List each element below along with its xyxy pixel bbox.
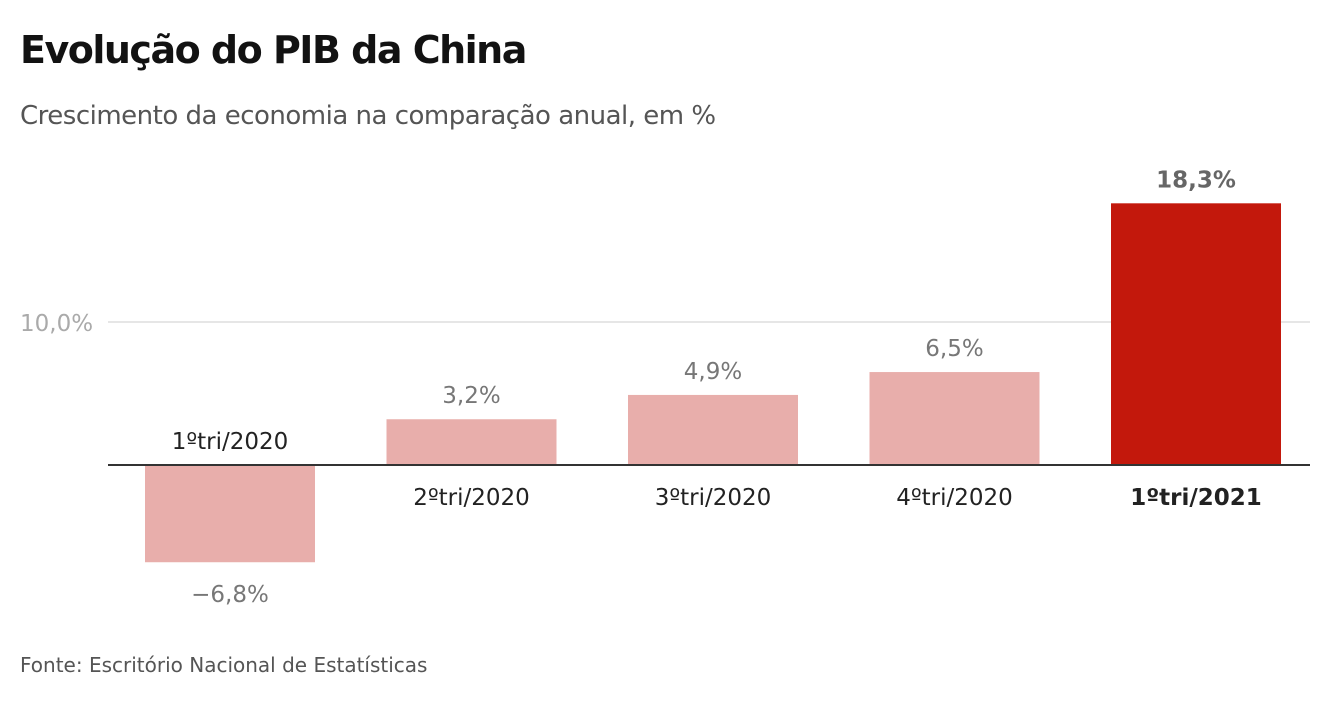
chart-title: Evolução do PIB da China: [20, 28, 527, 72]
value-label-2: 4,9%: [684, 359, 742, 385]
value-label-4: 18,3%: [1156, 167, 1236, 193]
chart-subtitle: Crescimento da economia na comparação an…: [20, 101, 716, 131]
value-label-1: 3,2%: [442, 383, 500, 409]
value-label-3: 6,5%: [925, 336, 983, 362]
bar-2: [628, 394, 798, 465]
value-label-0: −6,8%: [191, 582, 269, 608]
category-label-4: 1ºtri/2021: [1130, 485, 1262, 511]
source-note: Fonte: Escritório Nacional de Estatístic…: [20, 653, 428, 677]
bar-0: [145, 465, 315, 563]
category-label-0: 1ºtri/2020: [172, 429, 289, 455]
y-tick-label-0: 10,0%: [20, 311, 93, 337]
category-label-2: 3ºtri/2020: [655, 485, 772, 511]
category-label-1: 2ºtri/2020: [413, 485, 530, 511]
bar-1: [386, 419, 557, 465]
category-label-3: 4ºtri/2020: [896, 485, 1013, 511]
bar-4: [1111, 203, 1281, 465]
bar-3: [869, 372, 1040, 465]
